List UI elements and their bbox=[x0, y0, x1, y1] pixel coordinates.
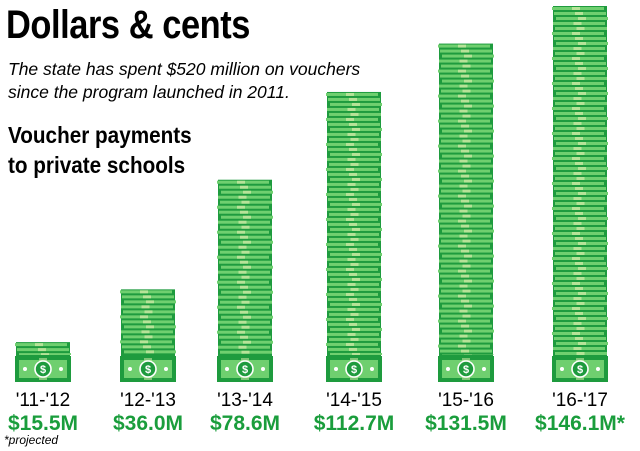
x-tick-label: '14-'15 bbox=[326, 390, 382, 411]
bar: $ bbox=[120, 289, 176, 382]
bar: $ bbox=[15, 342, 71, 382]
chart-title: Dollars & cents bbox=[6, 3, 250, 47]
footnote: *projected bbox=[4, 433, 59, 447]
svg-text:$: $ bbox=[145, 364, 151, 376]
bar: $ bbox=[217, 179, 273, 382]
data-label: $36.0M bbox=[113, 412, 183, 435]
data-label: $112.7M bbox=[314, 412, 395, 435]
bar: $ bbox=[326, 91, 382, 382]
svg-text:$: $ bbox=[463, 364, 469, 376]
bar: $ bbox=[552, 6, 608, 382]
chart-heading-line: Voucher payments bbox=[8, 122, 192, 148]
x-tick-label: '11-'12 bbox=[16, 390, 70, 411]
chart-heading: Voucher payments to private schools bbox=[8, 120, 192, 180]
x-tick-label: '15-'16 bbox=[438, 390, 494, 411]
chart-subtitle: The state has spent $520 million on vouc… bbox=[8, 58, 360, 104]
x-tick-label: '13-'14 bbox=[217, 390, 273, 411]
svg-text:$: $ bbox=[351, 364, 357, 376]
bar: $ bbox=[438, 43, 494, 382]
data-label: $131.5M bbox=[425, 412, 507, 435]
subtitle-line: The state has spent $520 million on vouc… bbox=[8, 59, 361, 79]
data-label: $146.1M* bbox=[535, 412, 626, 435]
x-tick-label: '16-'17 bbox=[552, 390, 608, 411]
data-label: $78.6M bbox=[210, 412, 280, 435]
x-tick-label: '12-'13 bbox=[120, 390, 176, 411]
subtitle-line: since the program launched in 2011. bbox=[8, 82, 290, 102]
svg-text:$: $ bbox=[577, 364, 583, 376]
data-label: $15.5M bbox=[8, 412, 78, 435]
svg-text:$: $ bbox=[242, 364, 248, 376]
chart-heading-line: to private schools bbox=[8, 152, 186, 178]
svg-text:$: $ bbox=[40, 364, 46, 376]
